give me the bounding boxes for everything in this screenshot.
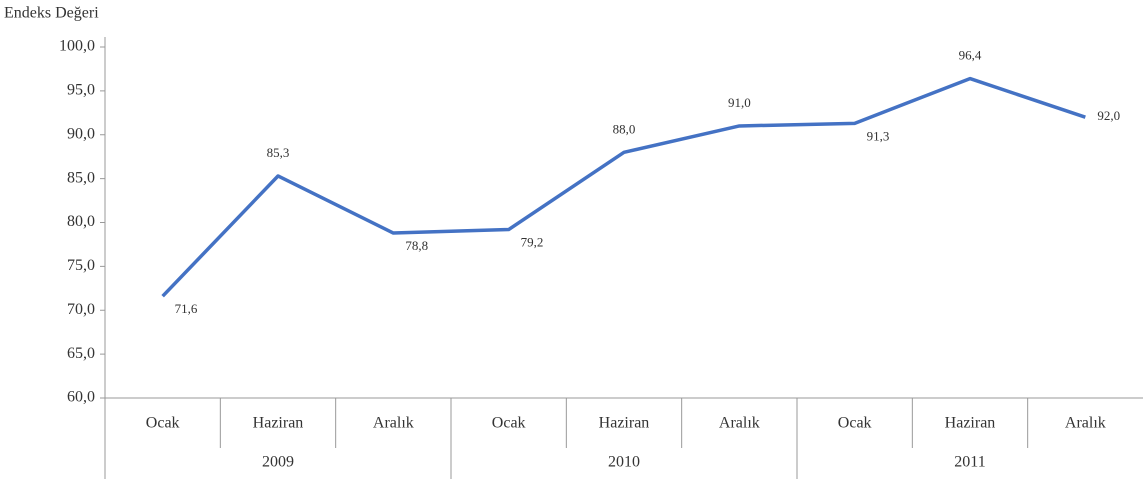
data-label: 71,6 xyxy=(175,301,198,316)
group-label: 2009 xyxy=(262,454,294,471)
x-tick-label: Aralık xyxy=(373,415,414,432)
y-tick-label: 75,0 xyxy=(67,257,95,274)
data-label: 79,2 xyxy=(521,235,544,250)
y-tick-label: 60,0 xyxy=(67,389,95,406)
x-tick-label: Ocak xyxy=(838,415,872,432)
y-tick-label: 85,0 xyxy=(67,169,95,186)
x-tick-label: Aralık xyxy=(1065,415,1106,432)
y-tick-label: 65,0 xyxy=(67,345,95,362)
data-label: 88,0 xyxy=(613,121,636,136)
y-tick-label: 70,0 xyxy=(67,301,95,318)
line xyxy=(161,76,1086,298)
x-tick-label: Haziran xyxy=(599,415,650,432)
data-label: 91,0 xyxy=(728,95,751,110)
y-tick-label: 80,0 xyxy=(67,213,95,230)
x-tick-label: Haziran xyxy=(253,415,304,432)
data-label: 91,3 xyxy=(867,128,890,143)
data-label: 78,8 xyxy=(405,238,428,253)
x-tick-label: Haziran xyxy=(945,415,996,432)
data-label: 92,0 xyxy=(1097,108,1120,123)
x-tick-label: Ocak xyxy=(492,415,526,432)
y-tick-label: 95,0 xyxy=(67,82,95,99)
x-tick-label: Aralık xyxy=(719,415,760,432)
group-label: 2010 xyxy=(608,454,640,471)
data-label: 85,3 xyxy=(267,145,290,160)
data-label: 96,4 xyxy=(959,48,982,63)
y-tick-label: 90,0 xyxy=(67,125,95,142)
group-label: 2011 xyxy=(954,454,985,471)
x-tick-label: Ocak xyxy=(146,415,180,432)
y-axis-label: Endeks Değeri xyxy=(4,5,99,22)
y-tick-label: 100,0 xyxy=(59,38,95,55)
